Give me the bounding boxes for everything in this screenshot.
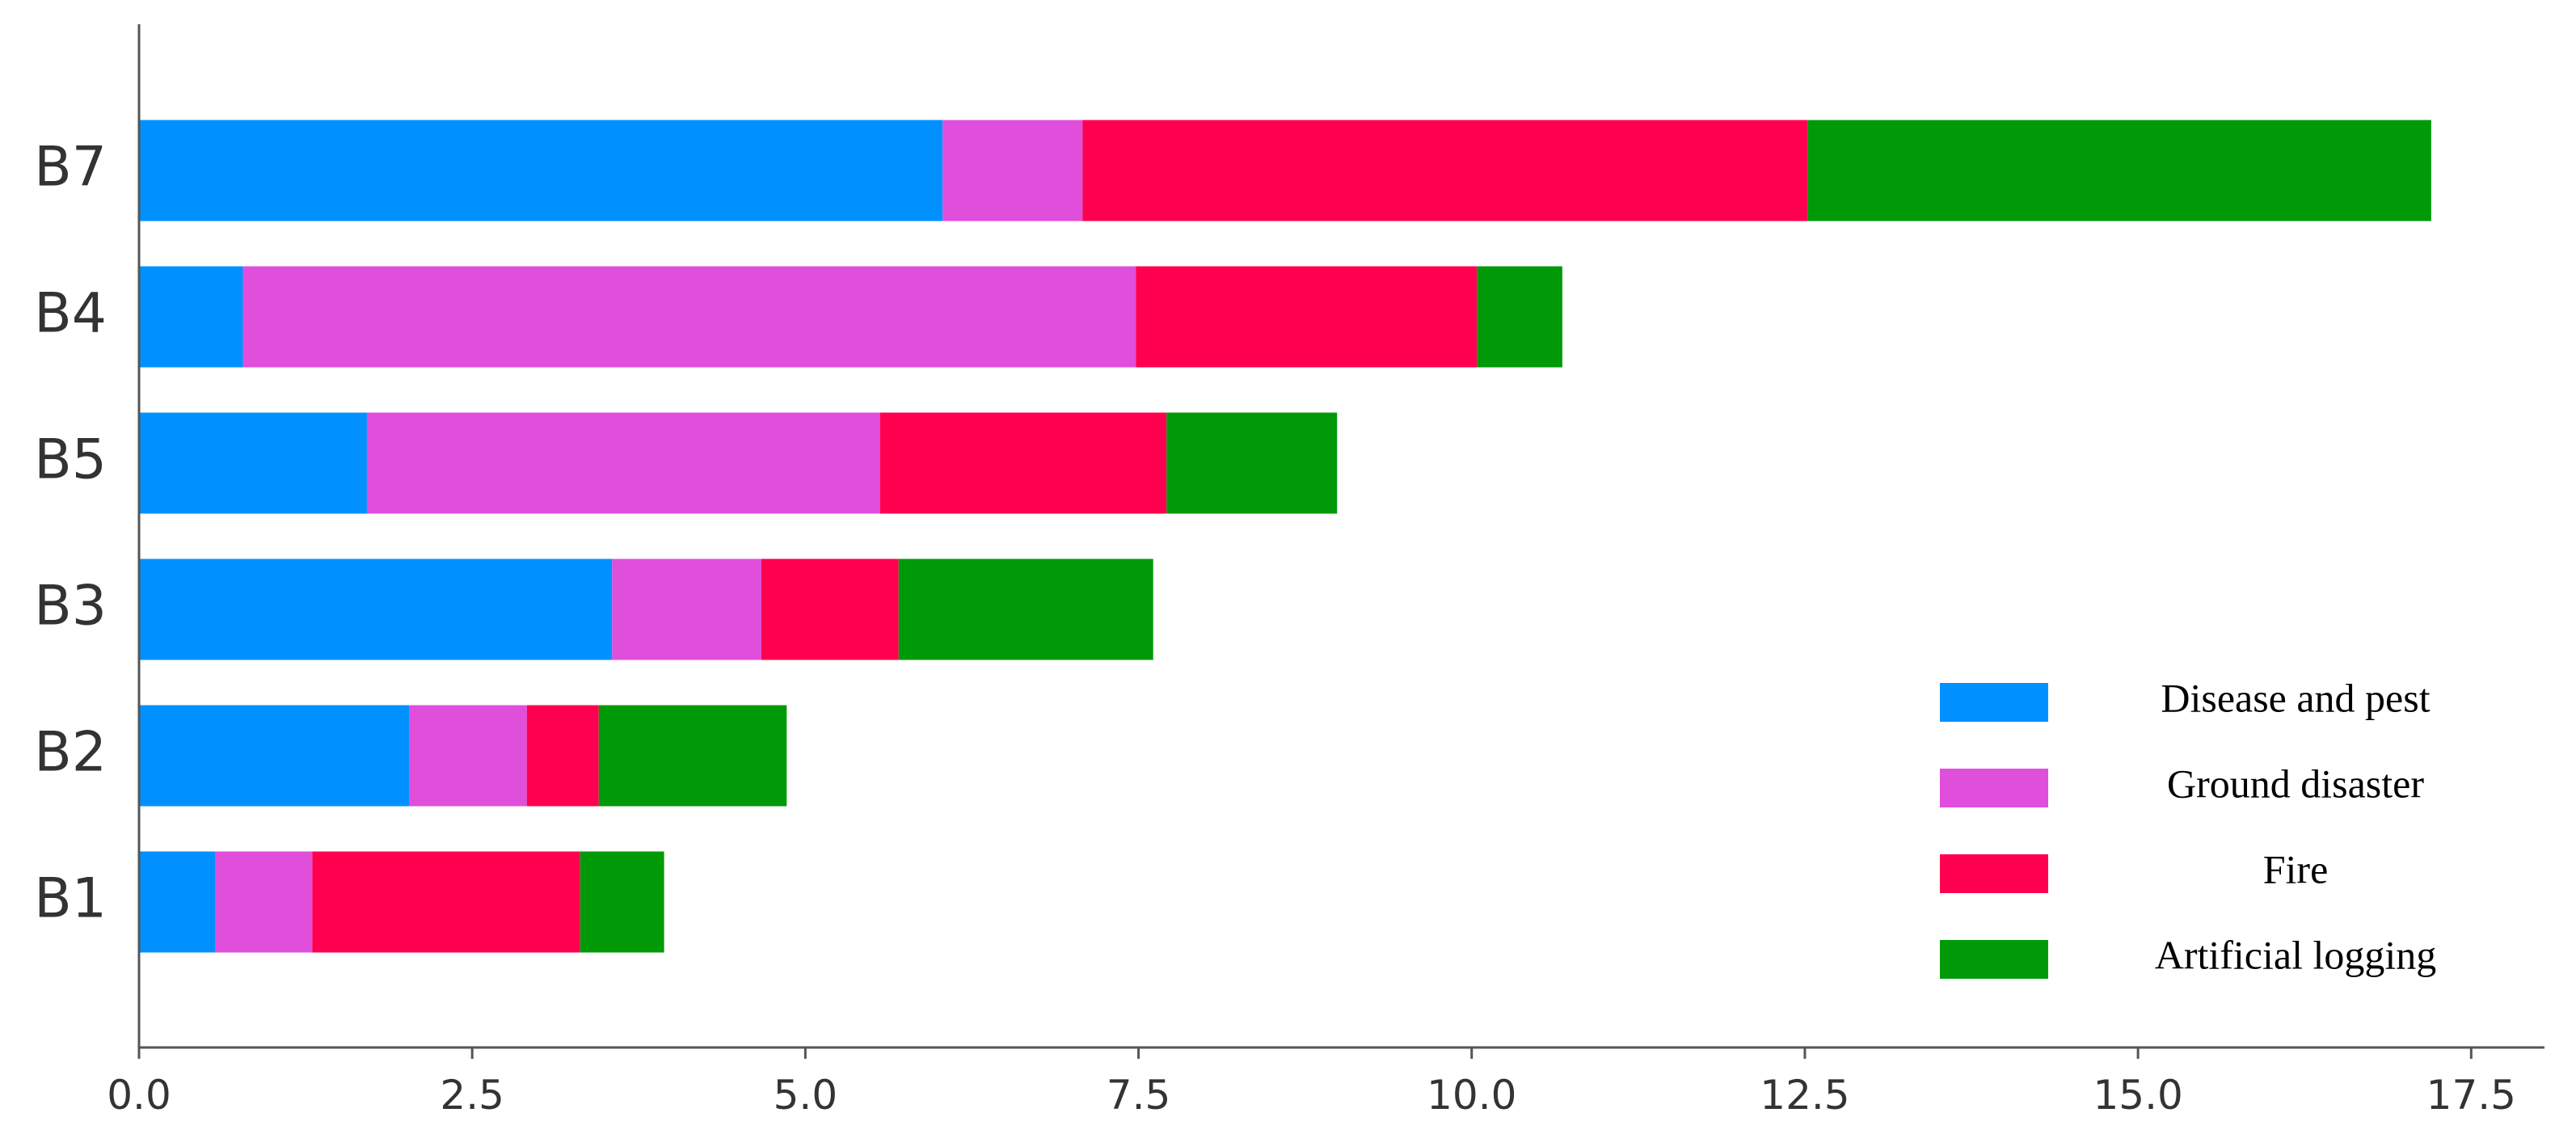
bar-b7-series-3 bbox=[1807, 120, 2431, 221]
x-tick-label: 10.0 bbox=[1427, 1072, 1516, 1119]
bar-b3-series-3 bbox=[898, 558, 1153, 660]
legend-label: Artificial logging bbox=[2155, 932, 2437, 977]
bar-b1-series-3 bbox=[580, 851, 664, 953]
bar-b2-series-3 bbox=[598, 705, 787, 807]
category-label: B7 bbox=[34, 136, 107, 200]
bar-b4-series-0 bbox=[139, 266, 243, 368]
bar-b4-series-3 bbox=[1477, 266, 1562, 368]
category-label: B3 bbox=[34, 575, 107, 639]
x-tick-label: 15.0 bbox=[2093, 1072, 2182, 1119]
legend-label: Ground disaster bbox=[2167, 761, 2424, 806]
bar-b7-series-2 bbox=[1082, 120, 1808, 221]
x-tick-label: 2.5 bbox=[440, 1072, 504, 1119]
bar-b2-series-1 bbox=[409, 705, 527, 807]
bars-group bbox=[139, 120, 2431, 953]
category-labels-group: B7 B4 B5 B3 B2 B1 bbox=[34, 136, 107, 931]
legend: Disease and pest Ground disaster Fire Artif… bbox=[1940, 675, 2436, 979]
legend-label: Disease and pest bbox=[2161, 675, 2430, 720]
bar-b5-series-1 bbox=[366, 412, 880, 514]
x-tick-label: 17.5 bbox=[2426, 1072, 2516, 1119]
bar-b4-series-1 bbox=[242, 266, 1136, 368]
bar-b2-series-2 bbox=[526, 705, 599, 807]
bar-b3-series-1 bbox=[612, 558, 761, 660]
bar-b5-series-2 bbox=[879, 412, 1167, 514]
bar-b3-series-0 bbox=[139, 558, 613, 660]
legend-label: Fire bbox=[2263, 846, 2329, 891]
category-label: B5 bbox=[34, 428, 107, 492]
bar-b2-series-0 bbox=[139, 705, 410, 807]
bar-b7-series-1 bbox=[942, 120, 1083, 221]
bar-b1-series-0 bbox=[139, 851, 215, 953]
x-tick-label: 7.5 bbox=[1107, 1072, 1171, 1119]
x-tick-label: 12.5 bbox=[1760, 1072, 1849, 1119]
legend-swatch bbox=[1940, 854, 2048, 893]
bar-b5-series-0 bbox=[139, 412, 367, 514]
legend-swatch bbox=[1940, 769, 2048, 807]
category-label: B1 bbox=[34, 867, 107, 931]
bar-b4-series-2 bbox=[1136, 266, 1478, 368]
bar-b7-series-0 bbox=[139, 120, 943, 221]
bar-b1-series-2 bbox=[312, 851, 580, 953]
bar-b5-series-3 bbox=[1166, 412, 1338, 514]
category-label: B2 bbox=[34, 721, 107, 785]
bar-b3-series-2 bbox=[761, 558, 899, 660]
category-label: B4 bbox=[34, 282, 107, 346]
bar-b1-series-1 bbox=[214, 851, 313, 953]
x-ticks-group: 0.0 2.5 5.0 7.5 10.0 12.5 15.0 17.5 bbox=[107, 1047, 2516, 1119]
legend-swatch bbox=[1940, 940, 2048, 979]
x-tick-label: 0.0 bbox=[107, 1072, 171, 1119]
legend-swatch bbox=[1940, 683, 2048, 722]
x-tick-label: 5.0 bbox=[774, 1072, 838, 1119]
